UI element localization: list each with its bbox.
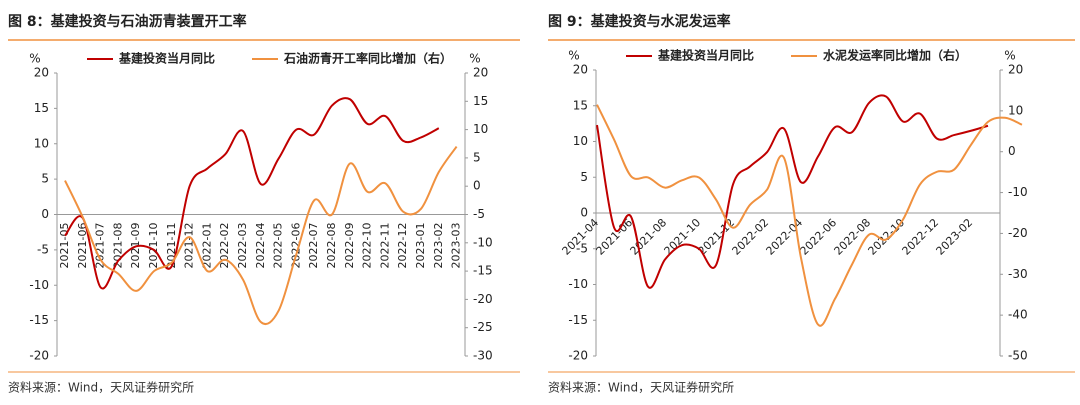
- y2-tick-label: -5: [473, 207, 485, 221]
- source: 资料来源：Wind，天风证券研究所: [8, 380, 194, 395]
- x-tick-label: 2022-02: [730, 216, 772, 258]
- y-tick-label: 5: [580, 170, 588, 184]
- chart-title: 图 9：基建投资与水泥发运率: [548, 13, 731, 30]
- y-tick-label: 10: [573, 134, 588, 148]
- y2-tick-label: 15: [473, 94, 488, 108]
- y2-tick-label: -20: [473, 292, 493, 306]
- y2-tick-label: 10: [473, 122, 488, 136]
- y-tick-label: 15: [573, 98, 588, 112]
- y2-tick-label: -15: [473, 264, 493, 278]
- y-tick-label: 10: [34, 136, 49, 150]
- x-tick-label: 2022-06: [798, 216, 840, 258]
- y2-tick-label: -20: [1008, 226, 1028, 240]
- x-tick-label: 2021-06: [76, 223, 89, 269]
- y-tick-label: 0: [580, 206, 588, 220]
- x-tick-label: 2021-10: [662, 216, 704, 258]
- y-tick-label: -5: [37, 242, 49, 256]
- x-tick-label: 2021-12: [183, 223, 196, 269]
- source: 资料来源：Wind，天风证券研究所: [548, 380, 734, 395]
- line-series: [64, 97, 440, 290]
- y2-unit: %: [1004, 49, 1015, 63]
- line-series: [596, 104, 1023, 327]
- x-tick-label: 2022-06: [289, 223, 302, 269]
- y2-tick-label: 20: [1008, 63, 1023, 77]
- y-unit: %: [29, 52, 40, 66]
- y-tick-label: 5: [41, 172, 49, 186]
- y-tick-label: -5: [576, 241, 588, 255]
- y2-tick-label: -10: [1008, 185, 1028, 199]
- y2-tick-label: 10: [1008, 103, 1023, 117]
- x-tick-label: 2022-03: [236, 223, 249, 269]
- y2-tick-label: -30: [473, 349, 493, 363]
- x-tick-label: 2022-04: [254, 223, 267, 269]
- y2-tick-label: -50: [1008, 349, 1028, 363]
- x-tick-label: 2023-03: [450, 223, 463, 269]
- x-tick-label: 2022-12: [900, 216, 942, 258]
- y-tick-label: 20: [34, 66, 49, 80]
- y2-tick-label: -10: [473, 235, 493, 249]
- x-tick-label: 2022-01: [200, 223, 213, 269]
- x-tick-label: 2021-11: [165, 223, 178, 269]
- x-tick-label: 2023-01: [414, 223, 427, 269]
- y-tick-label: -20: [568, 349, 588, 363]
- x-tick-label: 2021-06: [594, 216, 636, 258]
- x-tick-label: 2023-02: [432, 223, 445, 269]
- x-tick-label: 2022-08: [325, 223, 338, 269]
- y-tick-label: 15: [34, 101, 49, 115]
- x-tick-label: 2022-09: [343, 223, 356, 269]
- y-tick-label: -10: [568, 277, 588, 291]
- x-tick-label: 2022-11: [378, 223, 391, 269]
- y2-tick-label: 0: [1008, 144, 1016, 158]
- y-tick-label: -20: [29, 349, 49, 363]
- line-series: [596, 94, 989, 289]
- legend-label: 水泥发运率同比增加（右）: [823, 48, 967, 63]
- y-tick-label: -10: [29, 278, 49, 292]
- chart-title: 图 8：基建投资与石油沥青装置开工率: [8, 13, 247, 30]
- x-tick-label: 2022-10: [361, 223, 374, 269]
- x-tick-label: 2021-05: [58, 223, 71, 269]
- line-series: [64, 146, 458, 326]
- y-tick-label: -15: [29, 313, 49, 327]
- y-tick-label: -15: [568, 313, 588, 327]
- legend-label: 基建投资当月同比: [118, 51, 215, 66]
- y-tick-label: 20: [573, 63, 588, 77]
- y2-tick-label: 0: [473, 179, 481, 193]
- legend-label: 石油沥青开工率同比增加（右）: [283, 51, 452, 66]
- y-unit: %: [568, 49, 579, 63]
- x-tick-label: 2022-02: [218, 223, 231, 269]
- y2-tick-label: -25: [473, 320, 493, 334]
- y2-tick-label: 5: [473, 150, 481, 164]
- x-tick-label: 2023-02: [934, 216, 976, 258]
- x-tick-label: 2022-12: [396, 223, 409, 269]
- x-tick-label: 2022-07: [307, 223, 320, 269]
- x-tick-label: 2021-07: [94, 223, 107, 269]
- y-tick-label: 0: [41, 207, 49, 221]
- y2-tick-label: -30: [1008, 267, 1028, 281]
- x-tick-label: 2021-10: [147, 223, 160, 269]
- legend-label: 基建投资当月同比: [657, 48, 754, 63]
- x-tick-label: 2022-05: [272, 223, 285, 269]
- y2-tick-label: 20: [473, 66, 488, 80]
- y2-tick-label: -40: [1008, 308, 1028, 322]
- y2-unit: %: [469, 52, 480, 66]
